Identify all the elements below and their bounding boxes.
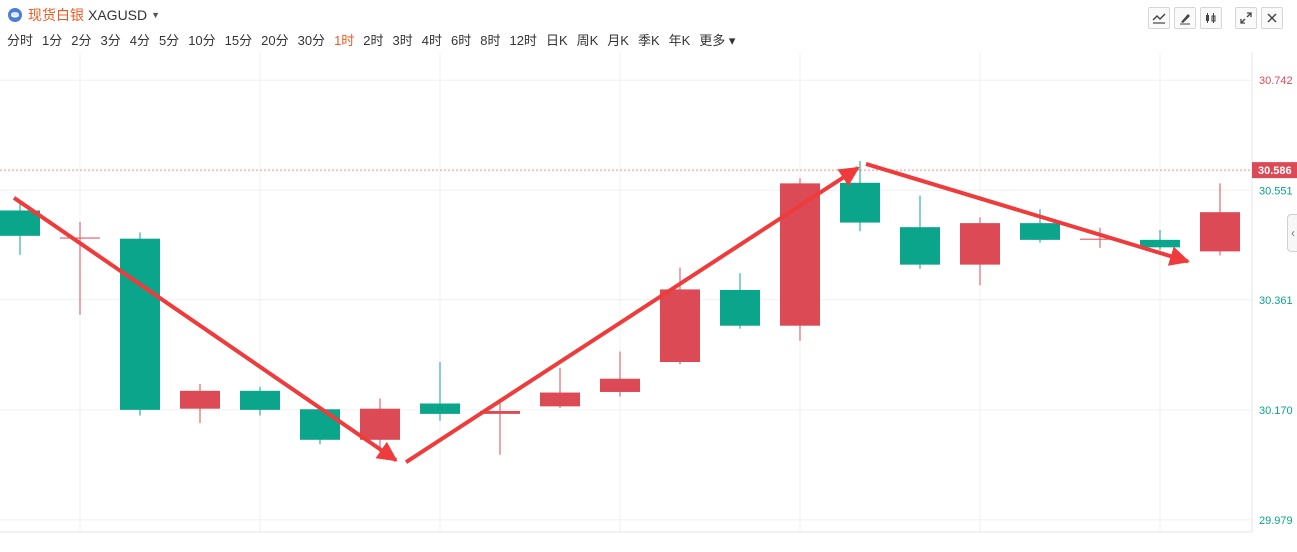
chart-grid [0,52,1252,533]
symbol-code: XAGUSD [88,7,148,23]
down-trend-arrow [12,196,398,462]
interval-tab[interactable]: 15分 [224,33,253,48]
line-tool-icon[interactable] [1148,7,1170,29]
interval-tab[interactable]: 周K [576,33,599,48]
candle [1200,183,1240,256]
interval-tab[interactable]: 1分 [42,33,63,48]
candle [840,160,880,232]
candle-body [0,210,40,236]
interval-tab[interactable]: 4分 [129,33,150,48]
up-trend-arrow [404,166,860,464]
indicator-icon[interactable] [1200,7,1222,29]
close-icon[interactable] [1261,7,1283,29]
current-price-badge: 30.586 [1252,162,1297,179]
candle-body [840,182,880,223]
interval-tab[interactable]: 4时 [421,33,442,48]
y-tick-label: 29.979 [1259,515,1293,527]
interval-tab[interactable]: 12时 [509,33,537,48]
candle [60,221,100,315]
interval-tab[interactable]: 更多 ▾ [699,33,736,48]
collapse-panel-handle[interactable]: ‹ [1287,214,1297,252]
candle-body [300,409,340,440]
silver-logo-icon [8,8,22,22]
candle-body [240,390,280,410]
interval-tabs: 分时 1分 2分 3分 4分 5分 10分 15分 20分 30分 1时 2时 3时 4时 6时 8时 12时日… [7,30,744,49]
symbol-selector[interactable]: 现货白银 XAGUSD ▼ [8,5,160,25]
y-tick-label: 30.742 [1259,75,1293,87]
brush-icon[interactable] [1174,7,1196,29]
candle-body [660,289,700,363]
candle [360,398,400,455]
candle-body [960,223,1000,265]
candle-body [720,289,760,326]
candle [900,195,940,269]
chevron-down-icon: ▼ [151,10,161,20]
interval-tab[interactable]: 分时 [7,33,34,48]
interval-tab[interactable]: 日K [545,33,568,48]
candle-body [120,238,160,410]
candle [480,402,520,455]
candles [0,160,1240,455]
y-tick-label: 30.170 [1259,405,1293,417]
candle [1080,227,1120,248]
interval-tab[interactable]: 6时 [451,33,472,48]
toolbar [1144,7,1283,29]
candle-body [1140,239,1180,248]
y-tick-label: 30.361 [1259,295,1293,307]
candle [120,232,160,416]
interval-tab[interactable]: 季K [637,33,660,48]
candle-body [480,410,520,414]
candle-body [1020,223,1060,240]
interval-tab[interactable]: 5分 [158,33,180,48]
candle-body [540,392,580,407]
candle-body [900,227,940,265]
symbol-name: 现货白银 [28,7,84,23]
candle [300,406,340,445]
down-trend-arrow [865,161,1190,266]
candle-body [1200,212,1240,252]
chart-header: 现货白银 XAGUSD ▼ 分时 1分 2分 3分 4分 5分 10分 15分 20分 30分 1时… [0,0,1297,52]
candle-body [180,390,220,409]
current-price-label: 30.586 [1258,165,1292,177]
candle [420,362,460,421]
candle [540,367,580,409]
candle [780,178,820,341]
candle [240,386,280,416]
candle-body [1080,238,1120,240]
candle-body [360,408,400,440]
y-tick-label: 30.551 [1259,185,1293,197]
fullscreen-icon[interactable] [1235,7,1257,29]
candle [0,201,40,255]
trend-arrows [12,161,1190,464]
interval-tab[interactable]: 3时 [392,33,413,48]
candle-body [600,378,640,392]
candle-body [420,403,460,414]
candle [600,351,640,397]
candle [720,273,760,329]
interval-tab[interactable]: 3分 [100,33,121,48]
candle [1140,230,1180,251]
candle-body [60,237,100,239]
interval-tab[interactable]: 月K [607,33,629,48]
interval-tab[interactable]: 2分 [71,33,92,48]
current-price-badge-bg [1252,162,1297,179]
candle [660,267,700,365]
price-axis: 30.742 30.551 30.361 30.170 29.979 [1259,75,1293,527]
candle [960,217,1000,286]
interval-tab[interactable]: 20分 [261,33,289,48]
interval-tab[interactable]: 年K [668,33,691,48]
interval-tab[interactable]: 8时 [480,33,501,48]
interval-tab[interactable]: 1时 [334,33,355,48]
interval-tab[interactable]: 2时 [363,33,384,48]
interval-tab[interactable]: 10分 [188,33,216,48]
interval-tab[interactable]: 30分 [297,33,326,48]
candle [180,383,220,424]
